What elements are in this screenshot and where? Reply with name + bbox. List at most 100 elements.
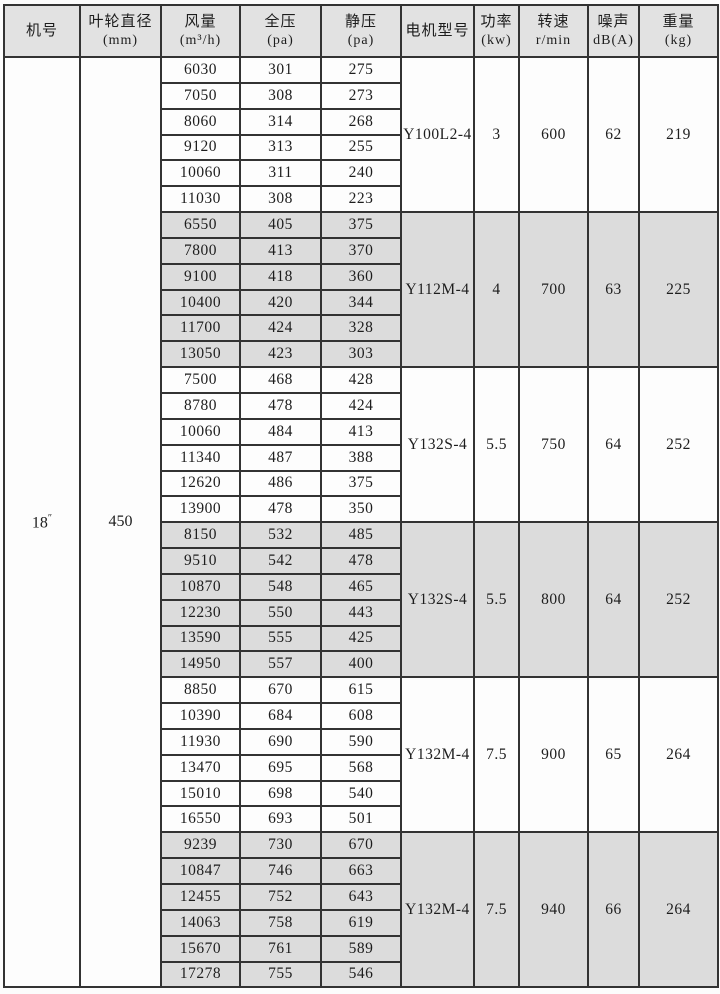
- air-volume-cell: 6030: [160, 56, 241, 84]
- static-pressure-cell: 546: [320, 960, 402, 989]
- air-volume-cell: 12230: [160, 598, 241, 627]
- air-volume-cell: 8780: [160, 391, 241, 420]
- total-pressure-cell: 684: [239, 702, 322, 730]
- table-row: 13050 423 303: [4, 340, 718, 369]
- air-volume-cell: 9100: [160, 262, 241, 291]
- motor-model-cell: Y132S-4: [400, 366, 475, 524]
- static-pressure-cell: 370: [320, 236, 402, 265]
- static-pressure-cell: 375: [320, 211, 402, 239]
- speed-cell: 900: [518, 676, 589, 834]
- static-pressure-cell: 643: [320, 883, 402, 911]
- static-pressure-cell: 424: [320, 391, 402, 420]
- table-row: 10060 311 240: [4, 159, 718, 188]
- weight-cell: 252: [638, 521, 719, 679]
- total-pressure-cell: 423: [239, 340, 322, 369]
- table-row: 8060 314 268: [4, 107, 718, 136]
- static-pressure-cell: 663: [320, 857, 402, 885]
- static-pressure-cell: 273: [320, 81, 402, 110]
- noise-cell: 62: [587, 55, 640, 214]
- table-row: 10870 548 465: [4, 572, 718, 601]
- table-row: 16550 693 501: [4, 805, 718, 834]
- table-row: 13900 478 350: [4, 495, 718, 524]
- air-volume-cell: 12455: [160, 883, 241, 911]
- static-pressure-cell: 478: [320, 547, 402, 575]
- air-volume-cell: 10060: [160, 417, 241, 446]
- total-pressure-cell: 484: [239, 417, 322, 446]
- total-pressure-cell: 301: [239, 56, 322, 84]
- table-row: 11930 690 590: [4, 727, 718, 756]
- table-row: 15670 761 589: [4, 934, 718, 963]
- static-pressure-cell: 501: [320, 805, 402, 834]
- air-volume-cell: 9239: [160, 831, 241, 860]
- motor-model-cell: Y132M-4: [400, 676, 475, 834]
- total-pressure-cell: 486: [239, 469, 322, 498]
- power-cell: 7.5: [473, 831, 520, 989]
- power-cell: 4: [473, 211, 520, 369]
- table-row: 14063 758 619: [4, 908, 718, 937]
- power-cell: 3: [473, 55, 520, 214]
- power-cell: 7.5: [473, 676, 520, 834]
- total-pressure-cell: 405: [239, 211, 322, 239]
- weight-cell: 264: [638, 831, 719, 989]
- noise-cell: 65: [587, 676, 640, 834]
- table-row: 11340 487 388: [4, 443, 718, 472]
- total-pressure-cell: 532: [239, 521, 322, 550]
- air-volume-cell: 8060: [160, 107, 241, 136]
- table-row: 8150 532 485 Y132S-4 5.5 800 64 252: [4, 521, 719, 679]
- air-volume-cell: 11700: [160, 314, 241, 343]
- table-row: 10400 420 344: [4, 288, 718, 317]
- total-pressure-cell: 314: [239, 107, 322, 136]
- static-pressure-cell: 619: [320, 908, 402, 937]
- total-pressure-cell: 548: [239, 572, 322, 601]
- air-volume-cell: 14063: [160, 908, 241, 937]
- noise-cell: 64: [587, 366, 640, 524]
- static-pressure-cell: 344: [320, 288, 402, 317]
- air-volume-cell: 10390: [160, 702, 241, 730]
- total-pressure-cell: 308: [239, 185, 322, 214]
- table-row: 11030 308 223: [4, 185, 718, 214]
- total-pressure-cell: 420: [239, 288, 322, 317]
- speed-cell: 800: [518, 521, 589, 679]
- motor-model-cell: Y112M-4: [400, 211, 475, 369]
- noise-cell: 66: [587, 831, 640, 989]
- total-pressure-cell: 758: [239, 908, 322, 937]
- static-pressure-cell: 303: [320, 340, 402, 369]
- air-volume-cell: 11930: [160, 727, 241, 756]
- air-volume-cell: 11340: [160, 443, 241, 472]
- table-row: 6550 405 375 Y112M-4 4 700 63 225: [4, 211, 719, 369]
- static-pressure-cell: 223: [320, 185, 402, 214]
- total-pressure-cell: 752: [239, 883, 322, 911]
- static-pressure-cell: 255: [320, 133, 402, 162]
- air-volume-cell: 14950: [160, 650, 241, 679]
- table-row: 7500 468 428 Y132S-4 5.5 750 64 252: [4, 366, 719, 524]
- header-impeller-diameter: 叶轮直径 (mm): [79, 4, 162, 58]
- header-speed: 转速 r/min: [518, 4, 589, 58]
- air-volume-cell: 9510: [160, 547, 241, 575]
- air-volume-cell: 7800: [160, 236, 241, 265]
- header-power: 功率 (kw): [473, 4, 520, 58]
- total-pressure-cell: 670: [239, 676, 322, 705]
- speed-cell: 940: [518, 831, 589, 989]
- air-volume-cell: 15670: [160, 934, 241, 963]
- air-volume-cell: 10847: [160, 857, 241, 885]
- table-row: 10847 746 663: [4, 857, 718, 885]
- total-pressure-cell: 755: [239, 960, 322, 989]
- static-pressure-cell: 589: [320, 934, 402, 963]
- total-pressure-cell: 468: [239, 366, 322, 394]
- total-pressure-cell: 555: [239, 624, 322, 653]
- static-pressure-cell: 568: [320, 753, 402, 782]
- header-row: 机号 叶轮直径 (mm) 风量 (m³/h) 全压 (pa) 静压 (pa) 电…: [3, 4, 719, 58]
- air-volume-cell: 16550: [160, 805, 241, 834]
- weight-cell: 225: [638, 211, 719, 369]
- air-volume-cell: 8850: [160, 676, 241, 705]
- weight-cell: 264: [638, 676, 719, 834]
- air-volume-cell: 10400: [160, 288, 241, 317]
- air-volume-cell: 13470: [160, 753, 241, 782]
- table-row: 9510 542 478: [4, 547, 718, 575]
- table-row: 18″ 450 6030 301 275 Y100L2-4 3 600 62 219: [3, 55, 719, 989]
- static-pressure-cell: 428: [320, 366, 402, 394]
- header-static-pressure: 静压 (pa): [320, 4, 402, 58]
- total-pressure-cell: 313: [239, 133, 322, 162]
- total-pressure-cell: 693: [239, 805, 322, 834]
- table-row: 12230 550 443: [4, 598, 718, 627]
